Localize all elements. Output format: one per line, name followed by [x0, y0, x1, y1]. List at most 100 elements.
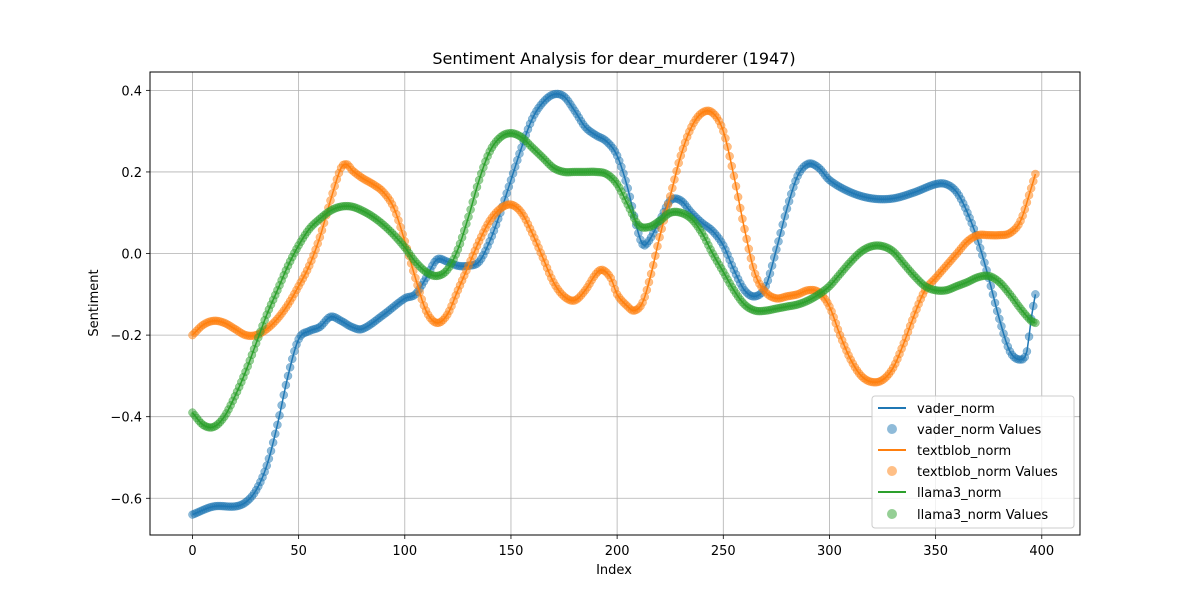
data-point-vader: [279, 390, 289, 400]
series-layer: [188, 89, 1040, 519]
data-point-textblob: [725, 151, 734, 161]
data-point-textblob: [663, 200, 673, 209]
data-point-vader: [772, 245, 781, 254]
x-tick-label: 100: [392, 544, 417, 559]
data-point-vader: [990, 298, 1000, 308]
data-point-vader: [1024, 332, 1034, 341]
data-point-vader: [281, 380, 291, 390]
data-point-textblob: [655, 232, 664, 242]
legend-marker-vader: [887, 424, 897, 434]
legend-label-vader-values: vader_norm Values: [917, 423, 1042, 438]
series-llama3: [188, 128, 1040, 432]
data-point-textblob: [1029, 176, 1038, 186]
data-point-textblob: [657, 224, 666, 234]
data-point-vader: [1031, 290, 1040, 299]
data-point-textblob: [648, 260, 658, 270]
y-tick-label: 0.4: [121, 84, 142, 99]
data-point-textblob: [727, 161, 737, 171]
series-vader: [188, 89, 1040, 519]
data-point-vader: [776, 228, 785, 238]
data-point-textblob: [731, 181, 741, 191]
data-point-vader: [283, 371, 293, 381]
data-point-vader: [273, 420, 282, 430]
data-point-vader: [765, 269, 775, 278]
x-tick-label: 400: [1029, 544, 1054, 559]
data-point-vader: [995, 314, 1004, 324]
data-point-vader: [288, 354, 297, 364]
series-textblob: [188, 106, 1040, 387]
y-axis: −0.6 −0.4 −0.2 0.0 0.2 0.4: [110, 84, 150, 507]
data-point-textblob: [413, 280, 422, 290]
data-point-textblob: [646, 269, 656, 279]
y-tick-label: −0.4: [110, 411, 142, 426]
x-tick-label: 0: [188, 544, 196, 559]
x-tick-label: 200: [605, 544, 630, 559]
data-point-textblob: [719, 126, 728, 136]
data-point-vader: [770, 253, 779, 262]
data-point-vader: [774, 237, 783, 246]
data-point-textblob: [674, 158, 683, 168]
y-tick-label: 0.2: [121, 166, 142, 181]
data-point-vader: [266, 446, 276, 456]
data-point-textblob: [1031, 169, 1040, 179]
data-point-textblob: [1026, 184, 1036, 193]
data-point-textblob: [642, 285, 652, 295]
legend-box: [871, 395, 1075, 529]
y-tick-label: −0.2: [110, 329, 142, 344]
data-point-vader: [264, 454, 274, 463]
data-point-textblob: [651, 251, 660, 261]
data-point-textblob: [668, 183, 677, 193]
data-point-vader: [980, 258, 989, 267]
data-point-vader: [782, 204, 792, 213]
x-tick-label: 150: [499, 544, 524, 559]
data-point-textblob: [723, 142, 732, 152]
data-point-textblob: [317, 226, 327, 235]
y-tick-label: 0.0: [121, 248, 142, 263]
data-point-vader: [275, 411, 284, 420]
data-point-vader: [1022, 347, 1032, 356]
data-point-vader: [997, 321, 1006, 331]
data-point-llama3: [468, 197, 477, 207]
legend-label-textblob-line: textblob_norm: [917, 444, 1011, 459]
legend: vader_norm vader_norm Values textblob_no…: [871, 395, 1075, 529]
legend-label-vader-line: vader_norm: [917, 402, 995, 417]
data-point-vader: [621, 176, 630, 185]
data-point-llama3: [1031, 318, 1040, 328]
legend-label-llama3-line: llama3_norm: [917, 486, 1002, 501]
data-point-textblob: [326, 196, 335, 205]
data-point-textblob: [411, 273, 420, 283]
data-point-vader: [285, 363, 295, 372]
data-point-vader: [1029, 301, 1038, 311]
data-point-textblob: [733, 192, 743, 202]
y-tick-label: −0.6: [110, 492, 142, 507]
data-point-textblob: [740, 224, 749, 234]
data-point-textblob: [744, 244, 754, 254]
x-tick-label: 50: [290, 544, 307, 559]
data-point-textblob: [748, 262, 758, 272]
legend-marker-textblob: [887, 466, 897, 476]
x-axis-label: Index: [596, 563, 632, 578]
data-point-textblob: [736, 203, 745, 213]
data-point-vader: [778, 220, 787, 229]
data-point-vader: [978, 250, 987, 260]
data-point-textblob: [665, 192, 675, 201]
data-point-textblob: [721, 134, 730, 143]
legend-marker-llama3: [887, 509, 897, 519]
data-point-textblob: [653, 242, 662, 251]
data-point-textblob: [742, 234, 751, 244]
plot-frame: [149, 71, 1081, 536]
data-point-llama3: [470, 190, 480, 199]
data-point-vader: [619, 169, 628, 178]
data-point-textblob: [746, 254, 756, 263]
y-axis-label: Sentiment: [87, 269, 102, 336]
data-point-vader: [271, 429, 280, 439]
data-point-textblob: [729, 171, 739, 181]
data-point-vader: [986, 281, 996, 291]
data-point-textblob: [1022, 198, 1032, 207]
data-point-llama3: [466, 205, 475, 214]
x-tick-label: 350: [923, 544, 948, 559]
legend-label-llama3-values: llama3_norm Values: [917, 508, 1048, 523]
data-point-textblob: [670, 175, 679, 184]
legend-label-textblob-values: textblob_norm Values: [917, 465, 1058, 480]
